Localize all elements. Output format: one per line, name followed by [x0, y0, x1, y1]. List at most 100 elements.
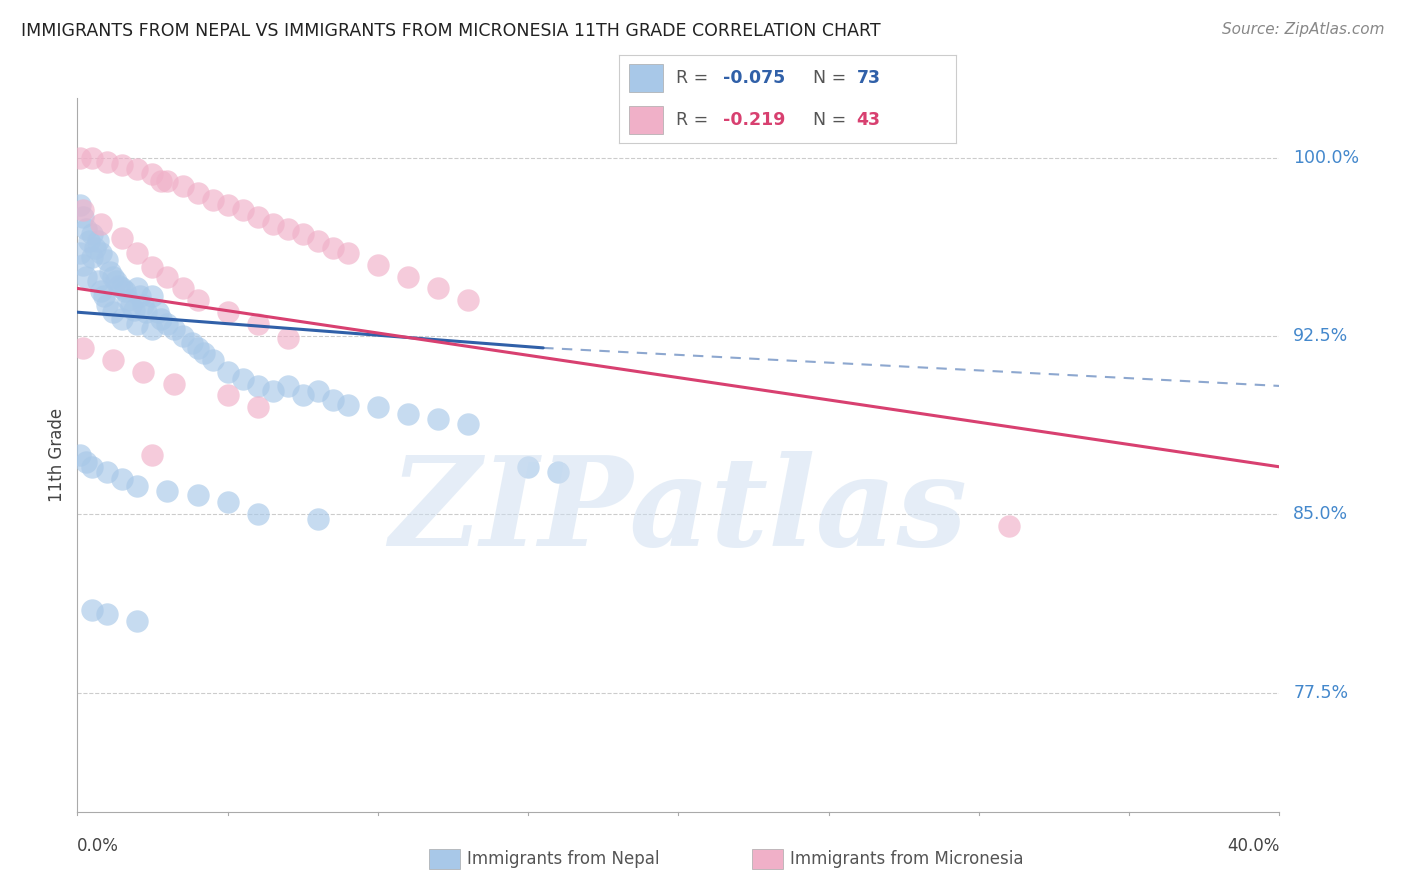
- Point: [127, 317, 149, 331]
- Text: R =: R =: [676, 70, 714, 87]
- Point: [129, 288, 152, 302]
- Point: [150, 312, 173, 326]
- Point: [172, 179, 194, 194]
- Point: [132, 365, 155, 379]
- Point: [148, 305, 170, 319]
- Point: [322, 393, 344, 408]
- Point: [120, 298, 142, 312]
- Point: [186, 341, 209, 355]
- Point: [217, 305, 239, 319]
- Point: [307, 512, 329, 526]
- Point: [156, 174, 179, 188]
- Point: [172, 281, 194, 295]
- Point: [69, 198, 91, 212]
- Point: [114, 284, 136, 298]
- Point: [111, 281, 134, 295]
- Point: [217, 495, 239, 509]
- Point: [998, 519, 1021, 533]
- Point: [117, 293, 139, 308]
- FancyBboxPatch shape: [628, 64, 662, 92]
- Point: [90, 284, 112, 298]
- Point: [141, 322, 163, 336]
- Text: ZIPatlas: ZIPatlas: [389, 451, 967, 573]
- Point: [96, 465, 118, 479]
- Point: [180, 336, 202, 351]
- Point: [96, 155, 118, 169]
- Point: [127, 162, 149, 177]
- Point: [103, 269, 125, 284]
- Point: [69, 448, 91, 462]
- Point: [100, 265, 122, 279]
- Text: 0.0%: 0.0%: [77, 837, 120, 855]
- Point: [127, 615, 149, 629]
- Point: [262, 217, 284, 231]
- FancyBboxPatch shape: [628, 106, 662, 134]
- Point: [246, 317, 269, 331]
- Point: [72, 202, 94, 217]
- Point: [72, 210, 94, 224]
- Text: N =: N =: [813, 111, 852, 128]
- Point: [232, 372, 254, 386]
- Point: [156, 317, 179, 331]
- Point: [457, 293, 479, 308]
- Point: [217, 198, 239, 212]
- Point: [72, 341, 94, 355]
- Point: [90, 245, 112, 260]
- Text: -0.219: -0.219: [723, 111, 786, 128]
- Point: [162, 376, 184, 391]
- Point: [262, 384, 284, 398]
- Point: [103, 352, 125, 367]
- Point: [82, 227, 104, 241]
- Point: [201, 352, 224, 367]
- Point: [162, 322, 184, 336]
- Text: 73: 73: [856, 70, 880, 87]
- Point: [141, 260, 163, 274]
- Point: [82, 151, 104, 165]
- Point: [150, 174, 173, 188]
- Point: [156, 269, 179, 284]
- Text: 43: 43: [856, 111, 880, 128]
- Point: [84, 241, 107, 255]
- Text: -0.075: -0.075: [723, 70, 786, 87]
- Point: [172, 329, 194, 343]
- Point: [141, 448, 163, 462]
- Point: [186, 488, 209, 502]
- Text: 40.0%: 40.0%: [1227, 837, 1279, 855]
- Point: [75, 455, 97, 469]
- Point: [96, 252, 118, 267]
- Point: [246, 508, 269, 522]
- Point: [79, 234, 101, 248]
- Point: [547, 465, 569, 479]
- Point: [124, 302, 146, 317]
- Point: [69, 151, 91, 165]
- Point: [427, 412, 450, 426]
- Text: 92.5%: 92.5%: [1294, 327, 1348, 345]
- Point: [246, 210, 269, 224]
- Text: Immigrants from Nepal: Immigrants from Nepal: [467, 850, 659, 868]
- Y-axis label: 11th Grade: 11th Grade: [48, 408, 66, 502]
- Point: [82, 251, 104, 265]
- Point: [246, 401, 269, 415]
- Point: [105, 274, 128, 288]
- Point: [141, 167, 163, 181]
- Point: [82, 602, 104, 616]
- Point: [246, 379, 269, 393]
- Text: IMMIGRANTS FROM NEPAL VS IMMIGRANTS FROM MICRONESIA 11TH GRADE CORRELATION CHART: IMMIGRANTS FROM NEPAL VS IMMIGRANTS FROM…: [21, 22, 880, 40]
- Point: [111, 231, 134, 245]
- Point: [103, 305, 125, 319]
- Point: [217, 388, 239, 402]
- Point: [111, 158, 134, 172]
- Point: [277, 379, 299, 393]
- Point: [127, 479, 149, 493]
- Point: [201, 194, 224, 208]
- Point: [127, 281, 149, 295]
- Point: [217, 365, 239, 379]
- Point: [93, 288, 115, 302]
- Point: [75, 269, 97, 284]
- Point: [90, 217, 112, 231]
- Point: [277, 222, 299, 236]
- Point: [75, 222, 97, 236]
- Text: 100.0%: 100.0%: [1294, 149, 1360, 167]
- Point: [396, 408, 419, 422]
- Point: [232, 202, 254, 217]
